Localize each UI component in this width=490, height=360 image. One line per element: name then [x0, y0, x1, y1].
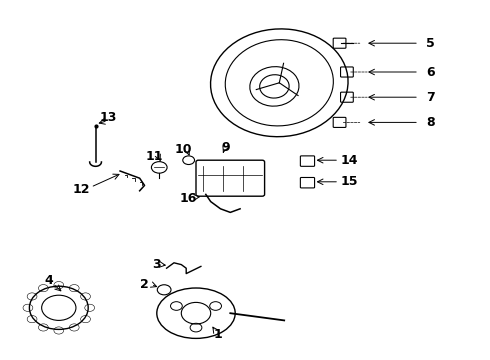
Text: 15: 15 — [341, 175, 358, 188]
Text: 5: 5 — [426, 37, 435, 50]
Text: 11: 11 — [146, 150, 163, 163]
Text: 6: 6 — [426, 66, 435, 78]
Text: 13: 13 — [99, 111, 117, 123]
Text: 8: 8 — [426, 116, 435, 129]
Text: 4: 4 — [45, 274, 53, 287]
Text: 14: 14 — [341, 154, 358, 167]
Text: 12: 12 — [72, 183, 90, 195]
Text: 10: 10 — [175, 143, 193, 156]
Text: 1: 1 — [214, 328, 222, 341]
Text: 16: 16 — [180, 192, 197, 204]
Text: 2: 2 — [140, 278, 149, 291]
Text: 7: 7 — [426, 91, 435, 104]
Text: 3: 3 — [152, 258, 161, 271]
Text: 9: 9 — [221, 141, 230, 154]
